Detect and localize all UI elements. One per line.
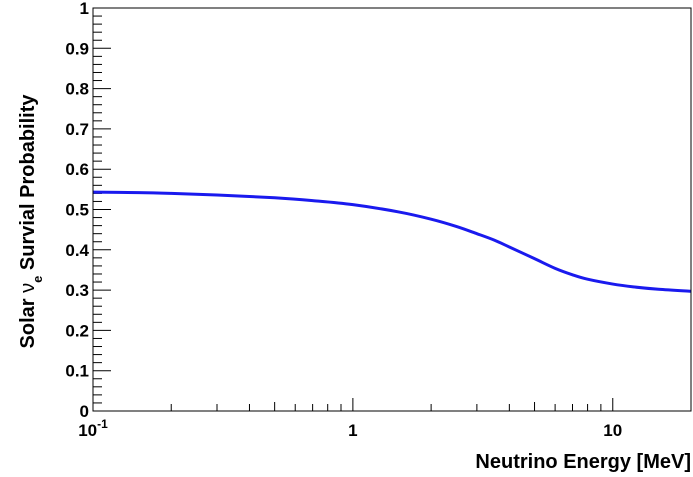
survival-probability-curve — [92, 190, 692, 293]
y-axis-tick-labels: 0 0.1 0.2 0.3 0.4 0.5 0.6 0.7 0.8 0.9 1 — [65, 0, 89, 421]
y-axis-title-prefix: Solar — [17, 293, 39, 349]
y-tick-label: 0 — [80, 402, 89, 421]
y-tick-label: 1 — [80, 0, 89, 18]
x-tick-label-base: 1 — [348, 421, 357, 440]
y-axis-title-suffix: Survial Probability — [17, 94, 39, 276]
y-tick-label: 0.2 — [65, 321, 89, 340]
y-axis-title: Solar νe Survial Probability — [17, 94, 45, 349]
y-tick-label: 0.6 — [65, 160, 89, 179]
y-tick-label: 0.7 — [65, 120, 89, 139]
y-tick-label: 0.4 — [65, 241, 89, 260]
y-tick-label: 0.9 — [65, 39, 89, 58]
x-axis-title: Neutrino Energy [MeV] — [475, 451, 691, 473]
x-tick-label-exponent: -1 — [97, 417, 108, 431]
y-tick-label: 0.5 — [65, 201, 89, 220]
x-tick-label: 10-1 — [78, 417, 108, 440]
x-axis-tick-labels: 10-1 1 10 — [78, 417, 622, 440]
x-tick-label-base: 10 — [603, 421, 622, 440]
y-tick-label: 0.8 — [65, 80, 89, 99]
x-tick-label: 1 — [348, 421, 357, 440]
x-tick-label-base: 10 — [78, 421, 97, 440]
plot-frame — [92, 7, 692, 412]
y-axis-title-nu-symbol: ν — [17, 283, 39, 293]
series-layer — [92, 190, 692, 293]
y-tick-label: 0.3 — [65, 281, 89, 300]
x-tick-label: 10 — [603, 421, 622, 440]
y-axis-title-subscript: e — [30, 276, 45, 283]
y-tick-label: 0.1 — [65, 362, 89, 381]
